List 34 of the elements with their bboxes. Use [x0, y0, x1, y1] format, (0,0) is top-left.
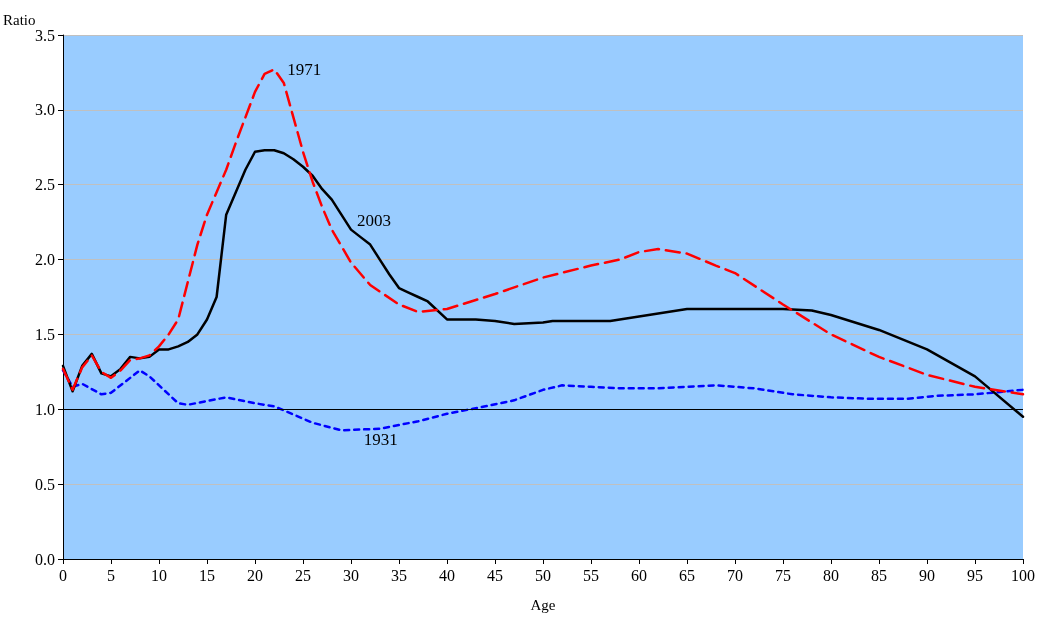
x-tick-label: 40	[439, 566, 455, 584]
x-tick-label: 35	[391, 566, 407, 584]
x-axis-title: Age	[530, 596, 556, 613]
x-tick-label: 90	[919, 566, 935, 584]
y-tick-label: 2.5	[35, 176, 55, 194]
x-tick-label: 75	[775, 566, 791, 584]
x-tick-label: 10	[151, 566, 167, 584]
y-tick-label: 0.0	[35, 550, 55, 568]
x-tick-label: 20	[247, 566, 263, 584]
x-tick-label: 60	[631, 566, 647, 584]
y-tick-label: 1.5	[35, 325, 55, 343]
x-tick-label: 50	[535, 566, 551, 584]
x-tick-label: 85	[871, 566, 887, 584]
y-tick-label: 0.5	[35, 475, 55, 493]
x-tick-label: 15	[199, 566, 215, 584]
x-tick-label: 80	[823, 566, 839, 584]
series-label: 1931	[363, 430, 398, 450]
y-tick-label: 1.0	[35, 400, 55, 418]
x-tick-label: 0	[59, 566, 67, 584]
y-tick-label: 3.5	[35, 26, 55, 44]
x-tick-label: 45	[487, 566, 503, 584]
y-tick-label: 3.0	[35, 101, 55, 119]
x-tick-label: 65	[679, 566, 695, 584]
series-label: 1971	[287, 59, 322, 79]
y-tick-label: 2.0	[35, 251, 55, 269]
y-axis-title: Ratio	[3, 11, 36, 28]
x-tick-label: 30	[343, 566, 359, 584]
x-tick-label: 5	[107, 566, 115, 584]
x-tick-label: 55	[583, 566, 599, 584]
x-tick-label: 100	[1011, 566, 1035, 584]
x-tick-label: 25	[295, 566, 311, 584]
x-tick-label: 70	[727, 566, 743, 584]
series-label: 2003	[357, 211, 391, 231]
x-tick-label: 95	[967, 566, 983, 584]
